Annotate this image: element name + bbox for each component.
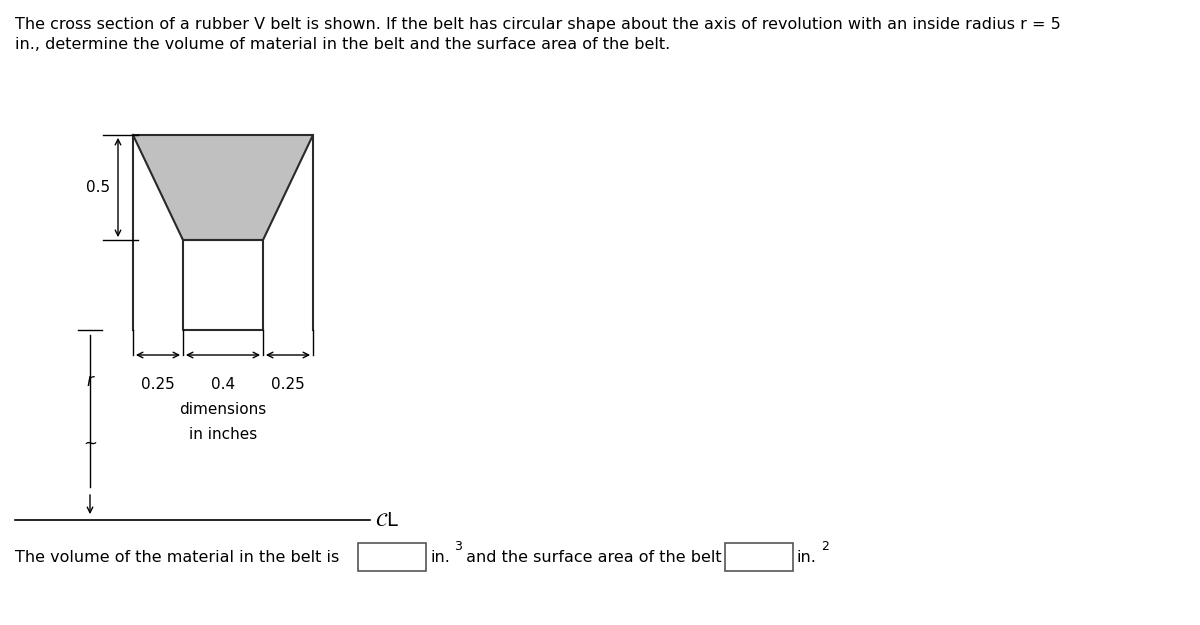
Bar xyxy=(358,543,426,571)
Text: The volume of the material in the belt is: The volume of the material in the belt i… xyxy=(14,549,340,564)
Text: 0.25: 0.25 xyxy=(271,377,305,392)
Text: in.: in. xyxy=(797,549,817,564)
Text: 0.5: 0.5 xyxy=(86,180,110,195)
Text: ~: ~ xyxy=(83,434,97,452)
Text: dimensions: dimensions xyxy=(179,402,266,417)
Text: 3: 3 xyxy=(454,541,462,554)
Text: r: r xyxy=(86,372,94,390)
Text: 0.4: 0.4 xyxy=(211,377,235,392)
Text: 2: 2 xyxy=(821,541,829,554)
Text: in inches: in inches xyxy=(188,427,257,442)
Text: $\mathcal{C}$L: $\mathcal{C}$L xyxy=(374,511,398,529)
Text: in.: in. xyxy=(430,549,450,564)
Text: 0.25: 0.25 xyxy=(142,377,175,392)
Text: and the surface area of the belt is: and the surface area of the belt is xyxy=(461,549,739,564)
Polygon shape xyxy=(133,135,313,240)
Polygon shape xyxy=(182,240,263,330)
Bar xyxy=(725,543,793,571)
Text: The cross section of a rubber V belt is shown. If the belt has circular shape ab: The cross section of a rubber V belt is … xyxy=(14,17,1061,32)
Text: in., determine the volume of material in the belt and the surface area of the be: in., determine the volume of material in… xyxy=(14,37,671,52)
